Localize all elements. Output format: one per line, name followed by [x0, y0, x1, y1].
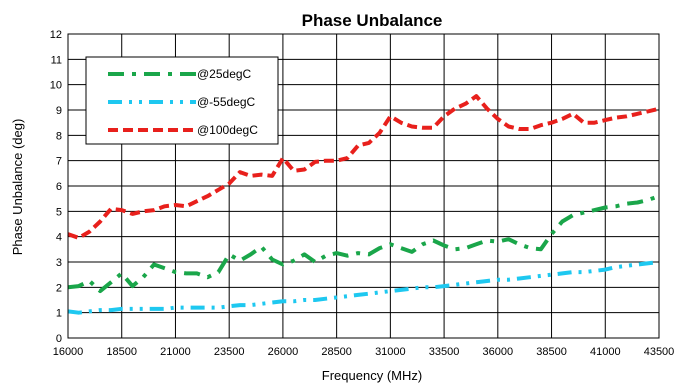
- y-tick-label: 8: [56, 130, 62, 142]
- y-tick-label: 4: [56, 232, 62, 244]
- x-tick-label: 43500: [644, 346, 675, 358]
- y-tick-label: 3: [56, 257, 62, 269]
- x-tick-label: 21000: [160, 346, 191, 358]
- x-tick-label: 31000: [375, 346, 406, 358]
- y-tick-label: 10: [50, 80, 62, 92]
- legend-label-100degc: @100degC: [197, 123, 258, 137]
- legend-item-100degc: @100degC: [108, 123, 258, 137]
- series-line-25degc: [67, 194, 660, 294]
- x-tick-label: 33500: [429, 346, 460, 358]
- x-tick-label: 38500: [536, 346, 567, 358]
- x-tick-label: 16000: [53, 346, 84, 358]
- chart-title: Phase Unbalance: [302, 11, 443, 30]
- y-tick-label: 0: [56, 333, 62, 345]
- y-tick-label: 5: [56, 206, 62, 218]
- y-tick-label: 11: [51, 54, 62, 66]
- y-axis-label: Phase Unbalance (deg): [10, 119, 25, 256]
- y-tick-label: 2: [56, 282, 62, 294]
- x-tick-label: 23500: [214, 346, 245, 358]
- x-tick-label: 26000: [268, 346, 299, 358]
- x-tick-label: 41000: [590, 346, 621, 358]
- y-tick-label: 12: [50, 29, 62, 41]
- y-tick-label: 7: [56, 156, 62, 168]
- legend: @25degC @-55degC @100degC: [85, 56, 279, 145]
- series-line-100degc: [67, 94, 660, 240]
- y-tick-label: 1: [56, 308, 62, 320]
- legend-label-minus55degc: @-55degC: [197, 95, 256, 109]
- legend-item-25degc: @25degC: [108, 67, 252, 81]
- plot-area: [67, 33, 660, 339]
- x-tick-label: 28500: [321, 346, 352, 358]
- legend-label-25degc: @25degC: [197, 67, 252, 81]
- x-tick-label: 18500: [106, 346, 137, 358]
- legend-item-minus55degc: @-55degC: [108, 95, 256, 109]
- y-tick-label: 9: [56, 105, 62, 117]
- series-layer: [67, 94, 660, 315]
- x-axis-label: Frequency (MHz): [322, 368, 422, 383]
- y-tick-label: 6: [56, 181, 62, 193]
- series-line-minus55degc: [67, 260, 660, 315]
- x-tick-label: 36000: [483, 346, 514, 358]
- x-tick-labels: 16000 18500 21000 23500 26000 28500 31000 33500…: [53, 346, 675, 358]
